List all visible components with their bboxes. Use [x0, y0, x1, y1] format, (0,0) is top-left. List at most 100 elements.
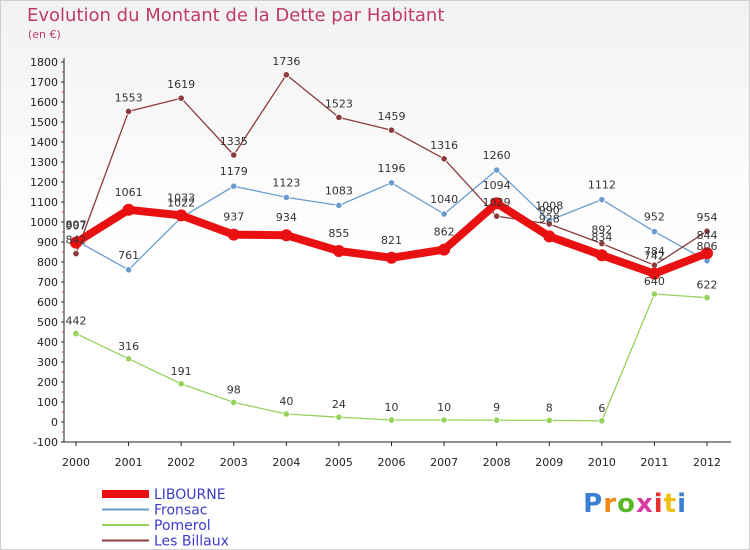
data-label: 1553 [115, 91, 143, 104]
legend-label-les-billaux: Les Billaux [154, 534, 229, 550]
x-tick-label: 2000 [62, 456, 90, 469]
y-tick-label: -100 [33, 436, 58, 449]
data-point [493, 166, 501, 174]
data-point [335, 413, 343, 421]
data-point [440, 155, 448, 163]
data-label: 442 [66, 315, 87, 328]
y-tick-label: 1200 [30, 176, 58, 189]
y-tick-label: 1700 [30, 76, 58, 89]
data-label: 191 [171, 365, 192, 378]
x-tick-label: 2003 [220, 456, 248, 469]
data-point [650, 261, 659, 269]
y-tick-label: 400 [37, 336, 58, 349]
legend-label-fronsac: Fronsac [154, 503, 208, 519]
data-label: 834 [591, 231, 612, 244]
data-label: 1736 [272, 55, 300, 68]
data-label: 1033 [167, 191, 195, 204]
data-point [598, 417, 606, 425]
y-tick-label: 1100 [30, 196, 58, 209]
data-label: 1619 [167, 78, 195, 91]
x-tick-label: 2011 [640, 456, 668, 469]
data-point [332, 245, 345, 257]
x-tick-label: 2007 [430, 456, 458, 469]
y-tick-label: 1300 [30, 156, 58, 169]
data-point [387, 416, 396, 424]
data-label: 862 [434, 226, 455, 239]
data-point [177, 380, 185, 388]
y-tick-label: 1000 [30, 216, 58, 229]
data-point [598, 240, 606, 248]
data-point [490, 197, 503, 210]
data-label: 784 [644, 245, 665, 258]
data-label: 8 [546, 401, 553, 414]
data-point [335, 113, 343, 122]
y-tick-label: 800 [37, 256, 58, 269]
data-point [72, 250, 80, 258]
data-label: 844 [697, 229, 718, 242]
logo-letter: x [635, 489, 654, 519]
data-point [70, 236, 82, 249]
data-label: 842 [66, 234, 87, 247]
y-tick-label: 1500 [30, 116, 58, 129]
data-point [124, 355, 133, 363]
y-tick-label: 1800 [30, 56, 58, 69]
data-point [230, 182, 238, 190]
x-tick-label: 2010 [588, 456, 616, 469]
logo-letter: i [653, 489, 664, 519]
data-label: 10 [385, 401, 399, 414]
data-label: 821 [381, 234, 402, 247]
x-tick-label: 2004 [272, 456, 300, 469]
data-point [282, 193, 290, 201]
y-tick-label: 1600 [30, 96, 58, 109]
y-tick-label: 300 [37, 356, 58, 369]
x-tick-label: 2012 [693, 456, 721, 469]
data-point [124, 266, 133, 274]
data-label: 1008 [535, 199, 563, 212]
data-label: 990 [539, 204, 560, 217]
data-label: 1040 [430, 193, 458, 206]
x-tick-label: 2002 [167, 456, 195, 469]
chart-unit: (en €) [28, 28, 61, 41]
data-point [438, 243, 451, 256]
data-point [493, 212, 501, 220]
logo-letter: P [583, 489, 604, 519]
x-tick-label: 2006 [378, 456, 406, 469]
data-point [282, 71, 290, 79]
legend-label-libourne: LIBOURNE [154, 487, 226, 503]
data-label: 9 [493, 401, 500, 414]
y-tick-label: 0 [51, 416, 58, 429]
data-point [177, 94, 185, 102]
data-label: 907 [66, 220, 87, 233]
logo-letter: t [663, 489, 678, 519]
data-label: 1112 [588, 179, 616, 192]
data-point [385, 251, 398, 264]
x-tick-label: 2008 [483, 456, 511, 469]
logo-letter: o [617, 489, 636, 519]
data-point [650, 228, 659, 236]
data-label: 1022 [167, 197, 195, 210]
data-label: 761 [118, 249, 139, 262]
data-label: 24 [332, 398, 346, 411]
data-label: 806 [697, 240, 718, 253]
data-label: 1123 [272, 176, 300, 189]
y-tick-label: 200 [37, 376, 58, 389]
data-point [440, 416, 448, 424]
data-label: 892 [591, 224, 612, 237]
data-label: 622 [697, 279, 718, 292]
data-point [493, 416, 501, 424]
data-label: 855 [328, 227, 349, 240]
data-label: 1061 [115, 186, 143, 199]
data-point [543, 230, 556, 243]
data-label: 1094 [483, 179, 511, 192]
y-tick-label: 600 [37, 296, 58, 309]
data-label: 316 [118, 340, 139, 353]
data-point [595, 249, 608, 262]
data-point [335, 201, 343, 209]
data-point [227, 228, 240, 241]
data-label: 1316 [430, 139, 458, 152]
logo-letter: r [603, 489, 618, 519]
data-label: 937 [223, 211, 244, 224]
data-point [72, 329, 80, 338]
proxiti-logo: Proxiti [583, 489, 687, 519]
